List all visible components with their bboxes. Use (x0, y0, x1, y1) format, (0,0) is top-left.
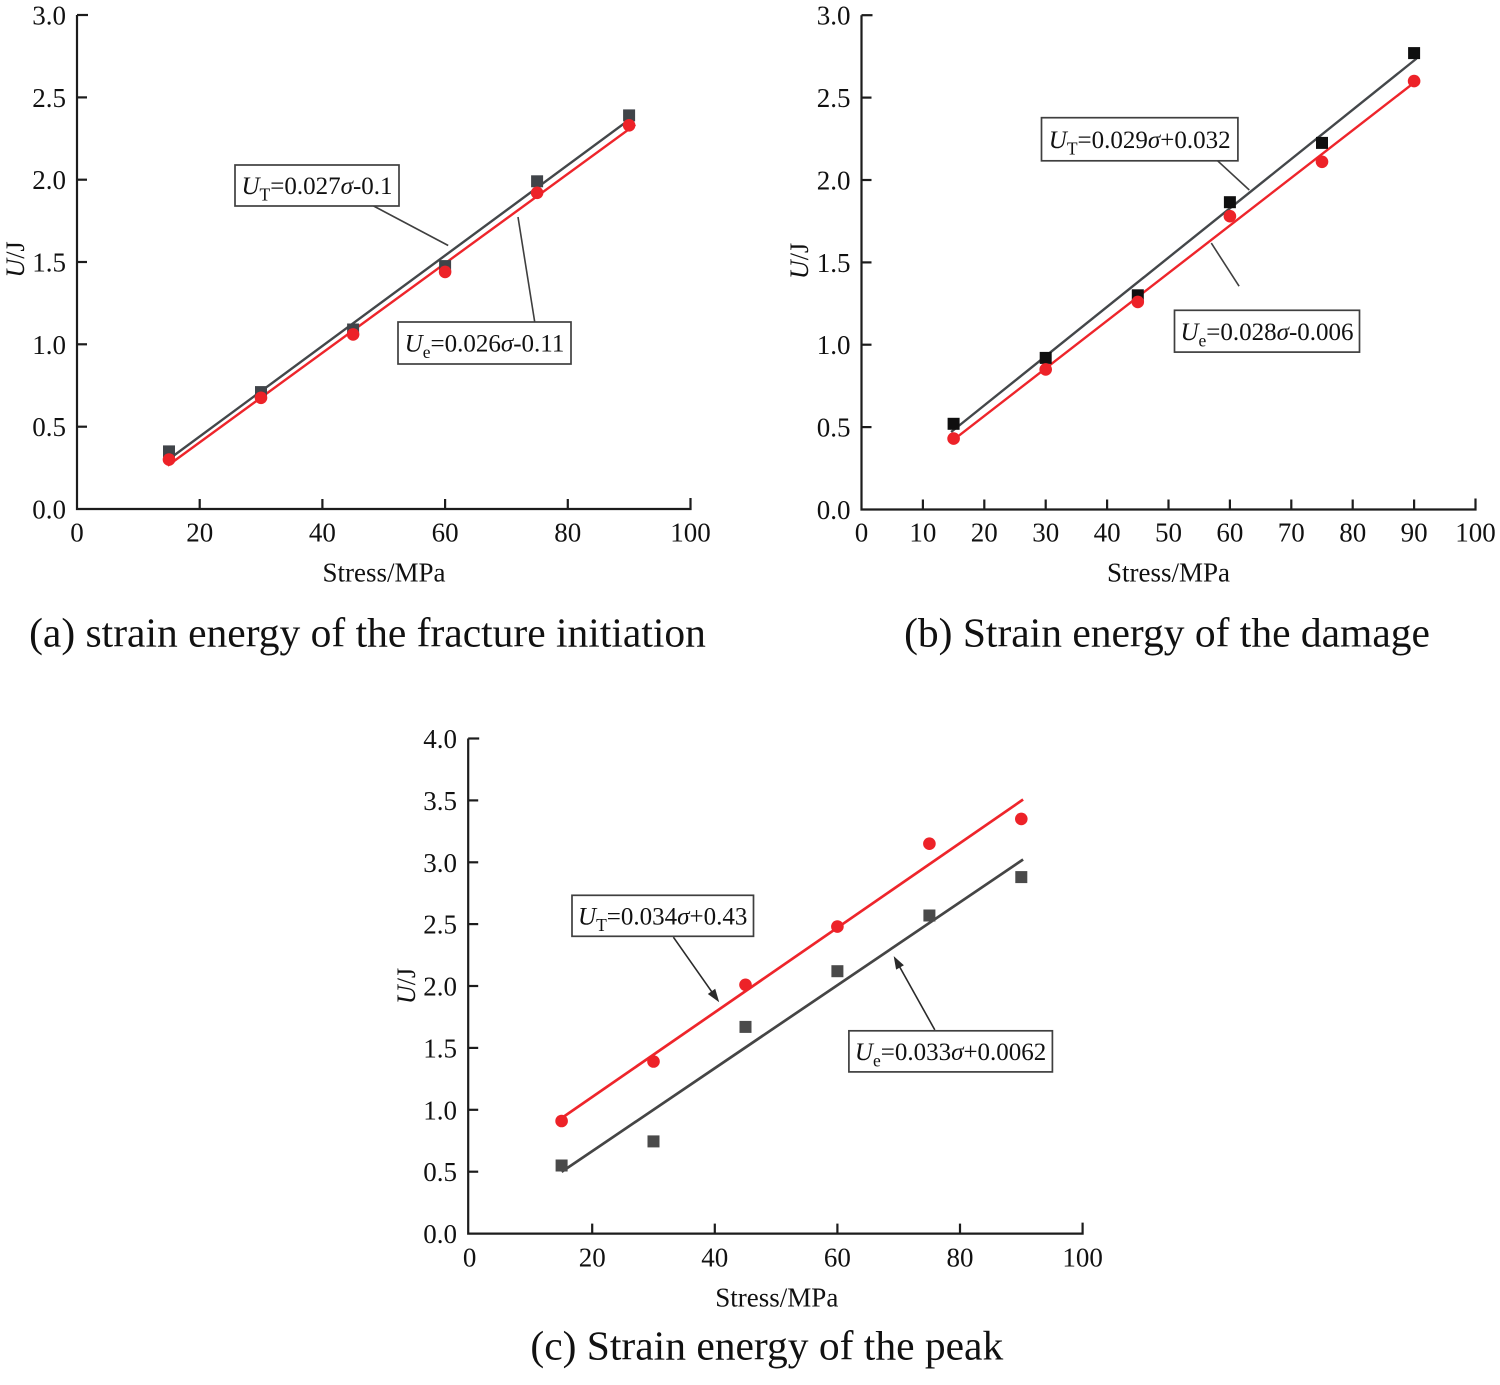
svg-text:UT=0.027σ-0.1: UT=0.027σ-0.1 (241, 173, 392, 205)
svg-text:Stress/MPa: Stress/MPa (1107, 558, 1230, 588)
svg-text:1.0: 1.0 (817, 330, 851, 360)
svg-text:3.0: 3.0 (423, 848, 457, 878)
svg-text:1.5: 1.5 (32, 248, 66, 278)
svg-text:3.5: 3.5 (423, 786, 457, 816)
svg-text:0.5: 0.5 (423, 1157, 457, 1187)
svg-text:2.5: 2.5 (32, 83, 66, 113)
svg-text:1.5: 1.5 (817, 248, 851, 278)
svg-text:0.0: 0.0 (817, 495, 851, 525)
svg-text:40: 40 (1094, 518, 1121, 548)
svg-text:20: 20 (186, 518, 213, 548)
svg-text:80: 80 (554, 518, 581, 548)
svg-text:0.0: 0.0 (423, 1219, 457, 1249)
svg-text:0: 0 (70, 518, 84, 548)
svg-text:3.0: 3.0 (32, 1, 66, 31)
svg-text:90: 90 (1401, 518, 1428, 548)
svg-text:0.0: 0.0 (32, 495, 66, 525)
svg-text:U/J: U/J (392, 968, 421, 1004)
svg-text:30: 30 (1032, 518, 1059, 548)
svg-text:2.5: 2.5 (423, 910, 457, 940)
svg-text:U/J: U/J (1, 241, 30, 277)
svg-text:1.0: 1.0 (423, 1095, 457, 1125)
svg-text:2.0: 2.0 (817, 166, 851, 196)
svg-text:20: 20 (579, 1243, 606, 1273)
svg-text:Stress/MPa: Stress/MPa (322, 558, 445, 588)
svg-text:UT=0.029σ+0.032: UT=0.029σ+0.032 (1049, 127, 1231, 159)
svg-text:20: 20 (971, 518, 998, 548)
svg-text:60: 60 (1216, 518, 1243, 548)
svg-text:2.0: 2.0 (32, 165, 66, 195)
svg-text:0.5: 0.5 (32, 412, 66, 442)
svg-text:60: 60 (824, 1243, 851, 1273)
svg-text:0: 0 (855, 518, 869, 548)
svg-text:0.5: 0.5 (817, 413, 851, 443)
svg-text:4.0: 4.0 (423, 724, 457, 754)
svg-text:40: 40 (309, 518, 336, 548)
svg-text:100: 100 (1455, 518, 1496, 548)
svg-text:Ue=0.026σ-0.11: Ue=0.026σ-0.11 (405, 331, 565, 363)
svg-text:3.0: 3.0 (817, 1, 851, 31)
svg-text:80: 80 (1339, 518, 1366, 548)
svg-text:(c) Strain energy of the peak: (c) Strain energy of the peak (530, 1323, 1003, 1370)
svg-text:(a) strain energy of the fract: (a) strain energy of the fracture initia… (29, 610, 706, 657)
svg-text:1.0: 1.0 (32, 330, 66, 360)
svg-text:UT=0.034σ+0.43: UT=0.034σ+0.43 (578, 903, 747, 935)
svg-text:70: 70 (1278, 518, 1305, 548)
svg-text:100: 100 (1062, 1243, 1103, 1273)
svg-text:2.0: 2.0 (423, 972, 457, 1002)
svg-text:2.5: 2.5 (817, 83, 851, 113)
svg-text:60: 60 (432, 518, 459, 548)
svg-text:80: 80 (947, 1243, 974, 1273)
svg-text:40: 40 (701, 1243, 728, 1273)
svg-text:Stress/MPa: Stress/MPa (715, 1283, 838, 1313)
svg-text:U/J: U/J (785, 243, 814, 279)
svg-text:0: 0 (463, 1243, 477, 1273)
svg-text:Ue=0.028σ-0.006: Ue=0.028σ-0.006 (1180, 319, 1353, 351)
svg-text:50: 50 (1155, 518, 1182, 548)
svg-text:Ue=0.033σ+0.0062: Ue=0.033σ+0.0062 (855, 1039, 1046, 1071)
svg-text:1.5: 1.5 (423, 1033, 457, 1063)
svg-text:10: 10 (909, 518, 936, 548)
svg-text:100: 100 (670, 518, 711, 548)
svg-text:(b) Strain energy of the damag: (b) Strain energy of the damage (904, 610, 1430, 657)
